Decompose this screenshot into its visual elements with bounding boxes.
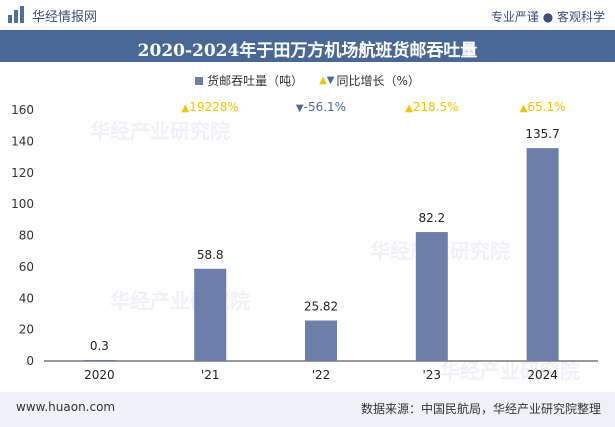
legend-item-bars[interactable]: 货邮吞吐量（吨）: [195, 72, 303, 89]
brand: 华经情报网: [8, 6, 98, 25]
data-label: 82.2: [418, 211, 445, 225]
legend: 货邮吞吐量（吨） ▲ ▼ 同比增长（%）: [0, 72, 615, 89]
legend-label-growth: 同比增长（%）: [336, 74, 420, 88]
y-tick-label: 40: [19, 291, 34, 305]
brand-name: 华经情报网: [32, 9, 98, 25]
x-tick-label: '23: [423, 368, 442, 382]
triangle-down-icon: ▼: [296, 103, 304, 114]
bar: [526, 148, 559, 361]
x-tick-label: 2024: [527, 368, 558, 382]
data-label: 135.7: [525, 127, 559, 141]
growth-label: ▼-56.1%: [296, 100, 346, 114]
chart-title: 2020-2024年于田万方机场航班货邮吞吐量: [137, 41, 478, 61]
y-tick-label: 0: [26, 354, 34, 368]
watermark: 华经产业研究院: [440, 359, 580, 383]
title-bar: 2020-2024年于田万方机场航班货邮吞吐量: [0, 30, 615, 62]
triangle-up-icon: ▲: [405, 103, 413, 114]
bar: [83, 360, 116, 361]
top-bar: 华经情报网 专业严谨 ● 客观科学: [0, 0, 615, 30]
triangle-up-icon: ▲: [520, 103, 528, 114]
watermark: 华经产业研究院: [90, 119, 230, 143]
triangle-up-icon: ▲: [182, 103, 190, 114]
data-label: 0.3: [90, 339, 109, 353]
website-link[interactable]: www.huaon.com: [16, 400, 116, 414]
growth-value: 19228%: [189, 100, 239, 114]
triangle-down-icon: ▼: [326, 75, 335, 86]
growth-label: ▲218.5%: [405, 100, 458, 114]
tagline: 专业严谨 ● 客观科学: [490, 10, 605, 24]
growth-label: ▲65.1%: [520, 100, 566, 114]
watermark: 华经产业研究院: [110, 289, 250, 313]
legend-label-bars: 货邮吞吐量（吨）: [207, 74, 304, 88]
growth-label: ▲19228%: [182, 100, 239, 114]
y-tick-label: 60: [19, 260, 34, 274]
triangle-up-icon: ▲: [319, 75, 327, 86]
y-tick-label: 80: [19, 229, 34, 243]
data-source: 数据来源：中国民航局，华经产业研究院整理: [360, 402, 601, 416]
bar: [415, 232, 448, 361]
x-tick-label: 2020: [84, 368, 115, 382]
legend-item-growth[interactable]: ▲ ▼ 同比增长（%）: [319, 72, 420, 89]
y-tick-label: 120: [11, 166, 34, 180]
legend-swatch-bar-icon: [195, 76, 204, 85]
y-tick-label: 160: [11, 103, 34, 117]
growth-value: 65.1%: [527, 100, 565, 114]
bar: [194, 268, 227, 361]
bar: [305, 320, 337, 361]
data-label: 25.82: [304, 299, 338, 313]
y-tick-label: 140: [11, 134, 34, 148]
data-label: 58.8: [197, 248, 224, 262]
y-tick-label: 20: [19, 323, 34, 337]
y-tick-label: 100: [11, 197, 34, 211]
logo-icon: [8, 6, 26, 24]
growth-value: 218.5%: [413, 100, 459, 114]
footer: www.huaon.com 数据来源：中国民航局，华经产业研究院整理: [0, 392, 615, 427]
x-tick-label: '22: [312, 368, 331, 382]
growth-value: -56.1%: [304, 100, 346, 114]
x-tick-label: '21: [201, 368, 220, 382]
